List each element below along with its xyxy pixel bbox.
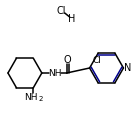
Text: NH: NH	[48, 69, 62, 78]
Text: O: O	[64, 55, 72, 65]
Text: N: N	[124, 63, 131, 73]
Text: 2: 2	[38, 96, 43, 102]
Text: NH: NH	[25, 93, 38, 102]
Text: Cl: Cl	[93, 56, 102, 65]
Text: H: H	[68, 14, 75, 24]
Text: Cl: Cl	[57, 6, 67, 16]
